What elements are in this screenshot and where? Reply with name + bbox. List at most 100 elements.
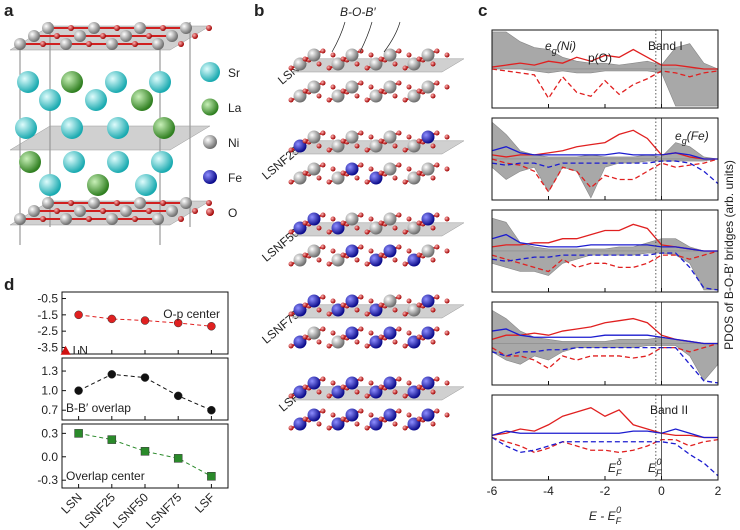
atom	[345, 162, 359, 176]
atom	[307, 294, 321, 308]
annotation: eg(Fe)	[675, 129, 709, 146]
legend-swatch	[206, 208, 214, 216]
atom	[320, 48, 326, 54]
atom	[330, 412, 336, 418]
panel-label: b	[254, 1, 264, 20]
atom	[416, 56, 422, 62]
atom	[421, 294, 435, 308]
atom	[54, 208, 60, 214]
atom	[302, 416, 308, 422]
atom	[396, 326, 402, 332]
point	[74, 429, 83, 438]
annotation: eg(Ni)	[545, 39, 576, 56]
x-tick-label: LSN	[58, 490, 84, 516]
atom	[364, 393, 370, 399]
atom	[320, 294, 326, 300]
atom	[378, 252, 384, 258]
atom	[63, 151, 85, 173]
atom	[383, 408, 397, 422]
atom	[383, 48, 397, 62]
atom	[105, 71, 127, 93]
atom	[106, 213, 118, 225]
atom	[416, 384, 422, 390]
atom	[340, 302, 346, 308]
atom	[86, 216, 92, 222]
annotation: Band I	[648, 39, 683, 53]
pointer	[383, 21, 401, 53]
atom	[307, 48, 321, 62]
atom	[320, 212, 326, 218]
atom	[396, 162, 402, 168]
atom	[178, 41, 184, 47]
pointer	[359, 21, 373, 53]
atom	[378, 302, 384, 308]
atom	[39, 89, 61, 111]
pdos-area	[491, 31, 719, 70]
atom	[392, 307, 398, 313]
atom	[131, 89, 153, 111]
atom	[340, 138, 346, 144]
atom	[206, 200, 212, 206]
atom	[88, 197, 100, 209]
x-tick-label: -4	[543, 484, 554, 498]
atom	[326, 261, 332, 267]
atom	[358, 212, 364, 218]
atom	[358, 162, 364, 168]
panel-label: c	[478, 1, 487, 20]
atom	[40, 41, 46, 47]
atom	[434, 408, 440, 414]
atom	[302, 138, 308, 144]
atom	[444, 52, 450, 58]
pdos-line	[491, 252, 719, 291]
atom	[368, 52, 374, 58]
pdos-line	[491, 250, 719, 273]
x-tick-label: -6	[487, 484, 498, 498]
atom	[28, 205, 40, 217]
atom	[330, 330, 336, 336]
legend-swatch	[201, 98, 219, 116]
structure-a: Sr La Ni Fe O	[9, 22, 242, 245]
atom	[358, 408, 364, 414]
legend-label: La	[228, 101, 242, 115]
atom	[416, 220, 422, 226]
atom	[307, 162, 321, 176]
point	[107, 370, 117, 379]
atom	[444, 298, 450, 304]
atom	[134, 22, 146, 34]
atom	[392, 389, 398, 395]
atom	[340, 220, 346, 226]
atom	[288, 425, 294, 431]
atom	[330, 84, 336, 90]
point	[207, 405, 216, 415]
text-part: E - E	[589, 509, 617, 523]
text-part: e	[545, 39, 552, 53]
atom	[354, 61, 360, 67]
atom	[320, 162, 326, 168]
atom	[444, 134, 450, 140]
atom	[302, 88, 308, 94]
atom	[326, 343, 332, 349]
annotation: Band II	[650, 403, 688, 417]
atom	[307, 326, 321, 340]
atom	[316, 175, 322, 181]
atom	[430, 257, 436, 263]
atom	[358, 376, 364, 382]
atom	[85, 89, 107, 111]
pdos-line	[491, 428, 718, 439]
atom	[430, 339, 436, 345]
atom	[326, 311, 332, 317]
atom	[406, 52, 412, 58]
atom	[74, 30, 86, 42]
atom	[406, 216, 412, 222]
atom	[378, 384, 384, 390]
reference-label: LN	[73, 344, 88, 358]
atom	[430, 225, 436, 231]
atom	[392, 421, 398, 427]
atom	[180, 22, 192, 34]
atom	[166, 205, 178, 217]
atom	[368, 216, 374, 222]
atom	[416, 252, 422, 258]
atom	[316, 389, 322, 395]
atom	[307, 212, 321, 226]
